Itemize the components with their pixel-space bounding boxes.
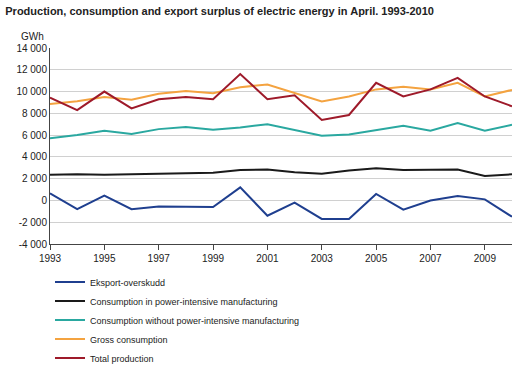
svg-text:-4 000: -4 000 (19, 239, 48, 250)
svg-text:Consumption without power-inte: Consumption without power-intensive manu… (90, 316, 299, 326)
svg-text:Consumption in power-intensive: Consumption in power-intensive manufactu… (90, 297, 278, 307)
svg-text:Total production: Total production (90, 354, 154, 364)
svg-text:Eksport-overskudd: Eksport-overskudd (90, 278, 165, 288)
svg-text:-2 000: -2 000 (19, 217, 48, 228)
svg-text:0: 0 (41, 195, 47, 206)
svg-text:4 000: 4 000 (22, 151, 47, 162)
svg-text:2001: 2001 (256, 253, 279, 264)
svg-text:10 000: 10 000 (16, 86, 47, 97)
svg-text:12 000: 12 000 (16, 64, 47, 75)
svg-text:2003: 2003 (311, 253, 334, 264)
svg-text:2007: 2007 (419, 253, 442, 264)
svg-text:Gross consumption: Gross consumption (90, 335, 168, 345)
svg-text:1997: 1997 (148, 253, 171, 264)
svg-text:2 000: 2 000 (22, 173, 47, 184)
svg-text:2009: 2009 (474, 253, 497, 264)
svg-text:Production, consumption and ex: Production, consumption and export surpl… (5, 5, 434, 17)
svg-text:8 000: 8 000 (22, 108, 47, 119)
svg-text:2005: 2005 (365, 253, 388, 264)
svg-text:1999: 1999 (202, 253, 225, 264)
svg-text:14 000: 14 000 (16, 43, 47, 54)
svg-text:6 000: 6 000 (22, 130, 47, 141)
svg-text:1995: 1995 (93, 253, 116, 264)
svg-text:GWh: GWh (21, 31, 44, 42)
svg-text:1993: 1993 (39, 253, 62, 264)
